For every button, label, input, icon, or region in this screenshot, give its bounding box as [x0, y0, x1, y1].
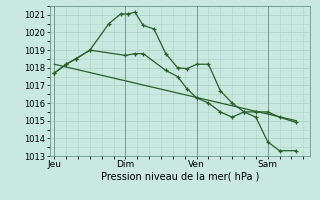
X-axis label: Pression niveau de la mer( hPa ): Pression niveau de la mer( hPa ) — [101, 172, 259, 182]
